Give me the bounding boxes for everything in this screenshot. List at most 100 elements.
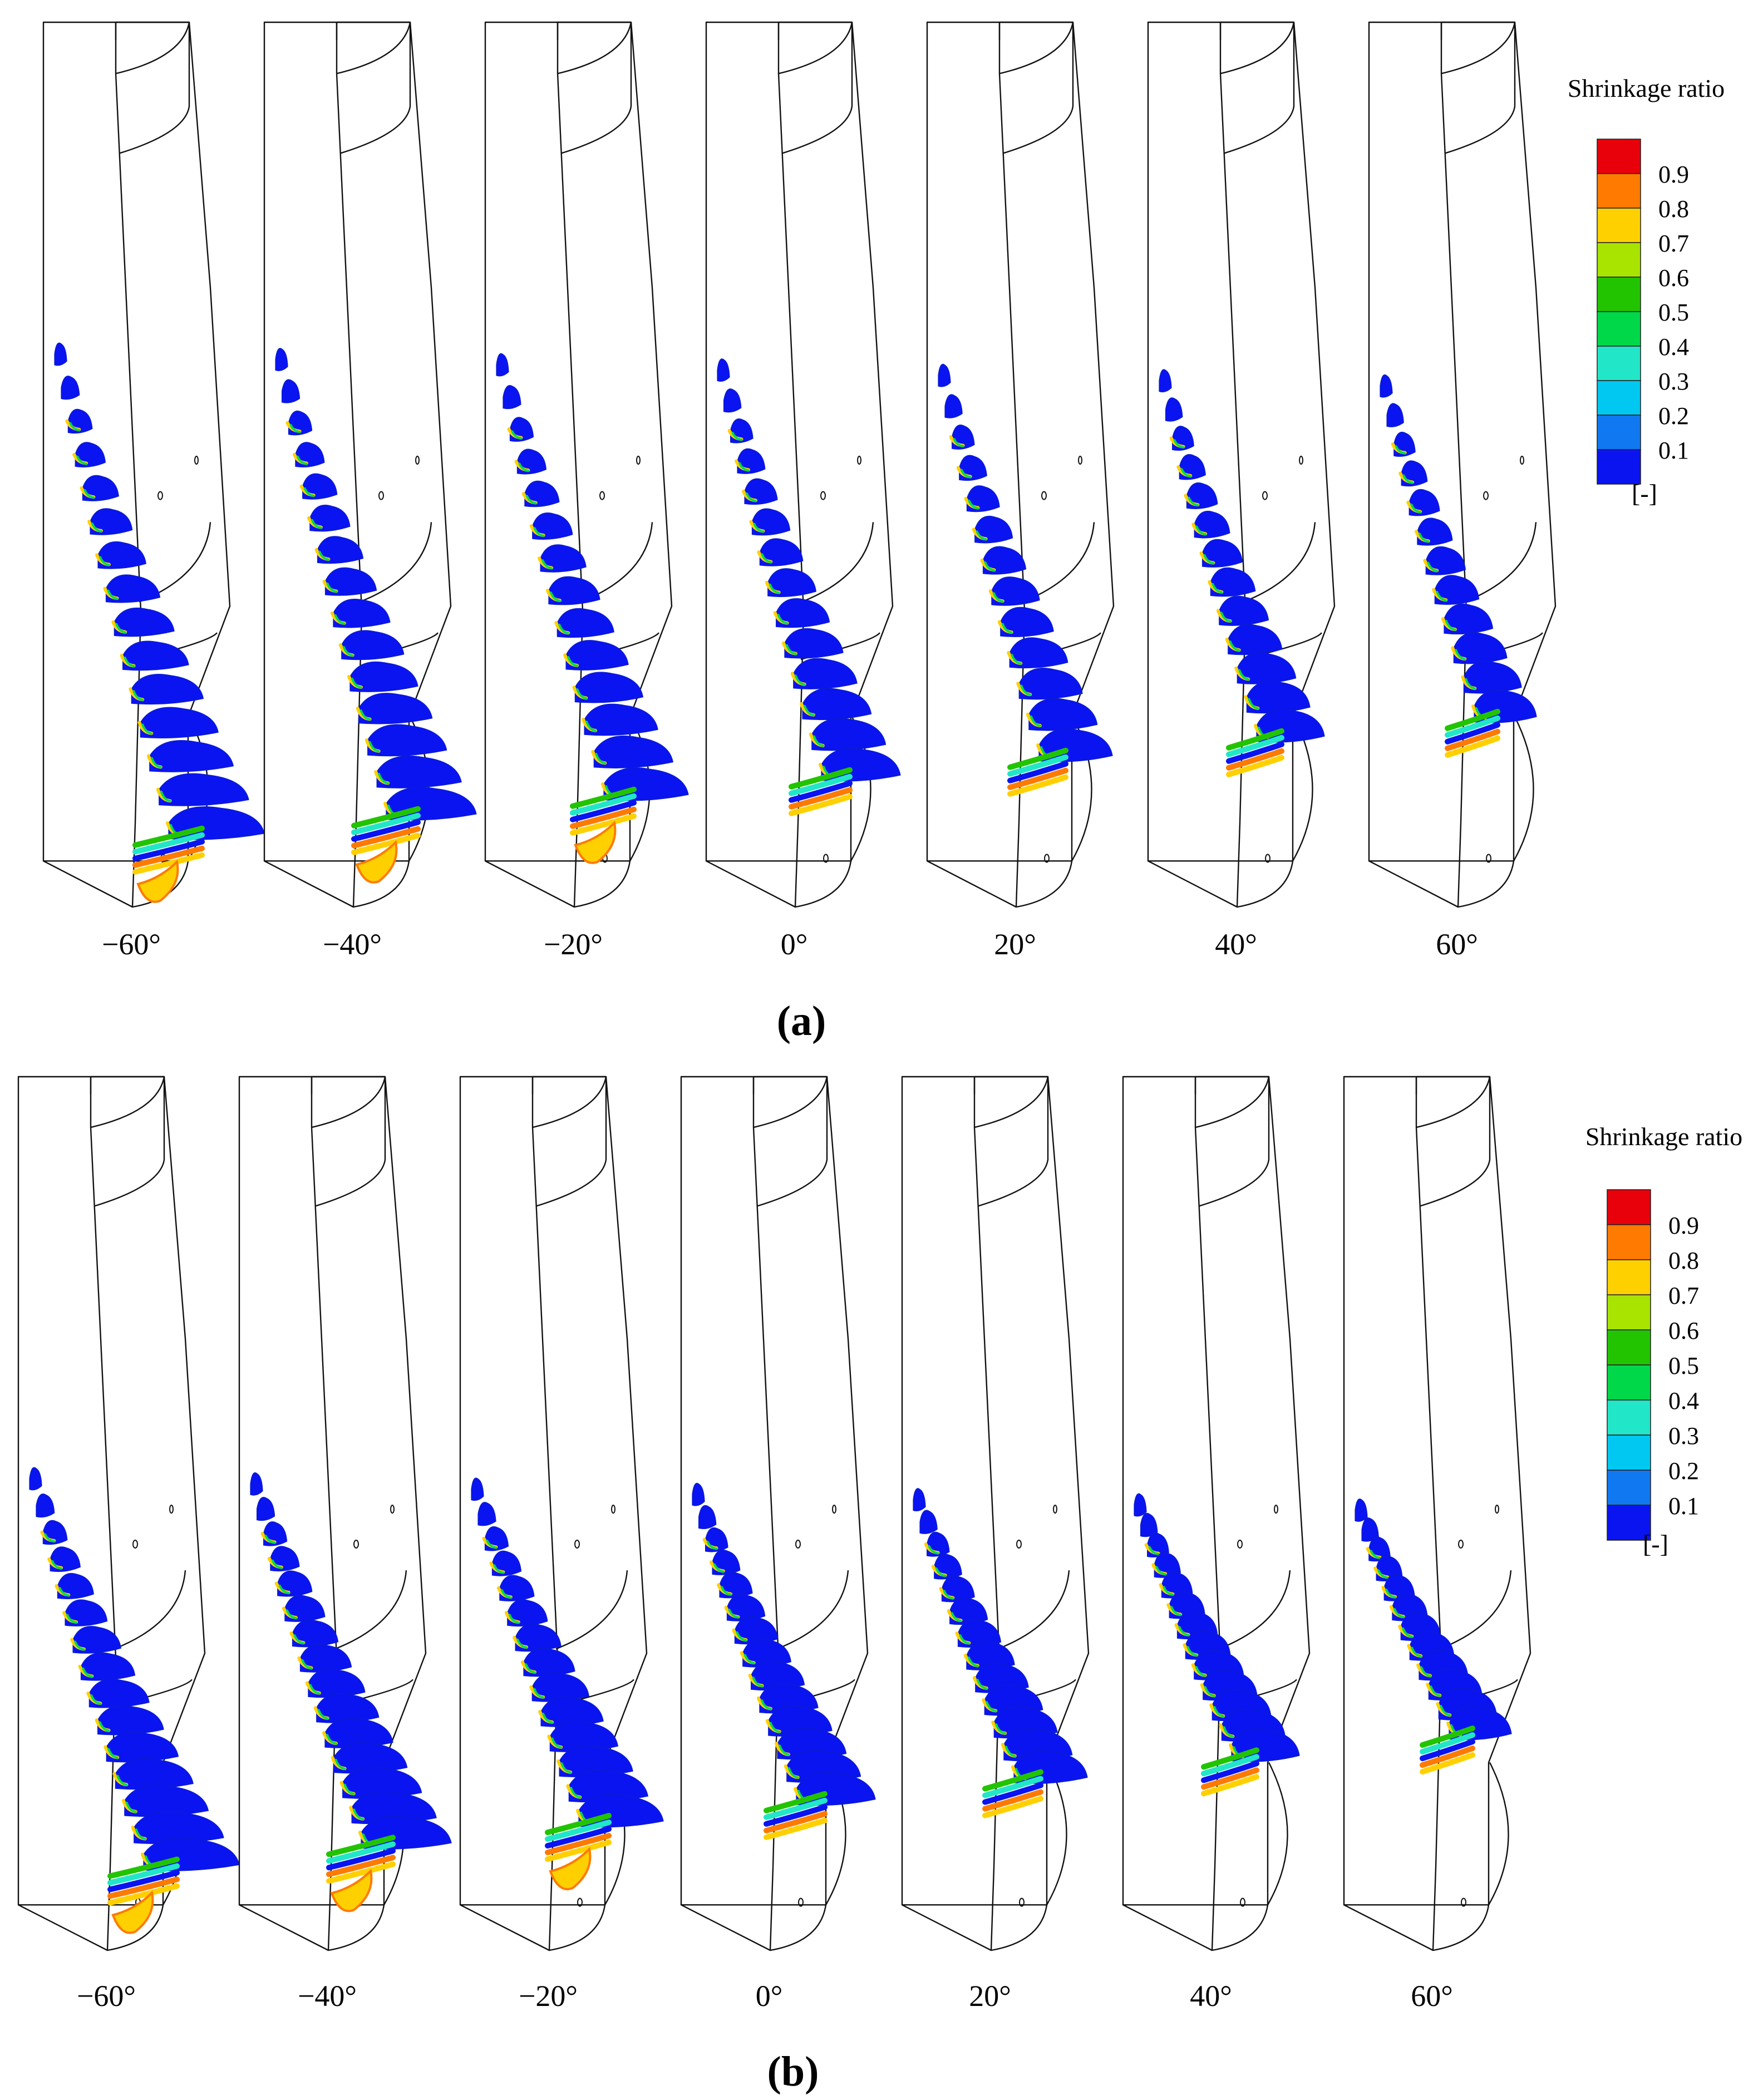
contour-scale xyxy=(991,576,1040,606)
contour-scale xyxy=(376,755,462,788)
probe-marker xyxy=(132,1539,138,1549)
wireframe-upper-arc xyxy=(94,1077,165,1207)
contour-rim-inner xyxy=(1465,678,1476,690)
contour-rim-inner xyxy=(368,741,380,753)
wireframe-top-arc xyxy=(974,1076,1049,1128)
contour-hot-spot xyxy=(355,840,398,884)
contour-rim-inner xyxy=(743,1654,755,1664)
contour-rim-inner xyxy=(135,1828,146,1840)
wireframe-top-arc xyxy=(336,22,411,75)
contour-scale xyxy=(114,607,175,637)
contour-band xyxy=(1007,754,1068,777)
angle-label: −20° xyxy=(544,928,603,961)
contour-rim-inner xyxy=(1020,684,1032,696)
contour-rim-inner xyxy=(317,1709,329,1720)
contour-scale xyxy=(324,567,377,596)
contour-rim-inner xyxy=(343,1783,355,1795)
shrinkage-contour-plume xyxy=(692,1482,876,1840)
contour-scale xyxy=(309,504,351,532)
colorbar-tick-label: 0.3 xyxy=(1658,368,1689,395)
colorbar-segment xyxy=(1597,346,1641,381)
probe-marker xyxy=(574,1539,580,1549)
contour-scale xyxy=(584,703,658,736)
contour-rim-inner xyxy=(1213,1706,1225,1718)
colorbar-segment xyxy=(1597,449,1641,485)
contour-band xyxy=(570,800,637,822)
contour-scale xyxy=(90,508,133,535)
contour-scale xyxy=(784,628,844,659)
contour-rim-inner xyxy=(44,1533,56,1543)
contour-scale xyxy=(341,630,405,660)
colorbar-legend-a: Shrinkage ratio 0.9 0.8 0.7 0.6 0.5 0.4 0.3 0.2… xyxy=(1568,74,1725,507)
shrinkage-contour-plume xyxy=(938,363,1113,797)
contour-rim-inner xyxy=(1186,1646,1198,1657)
contour-rim-inner xyxy=(541,559,553,570)
probe-marker xyxy=(1262,491,1268,500)
angle-label: 40° xyxy=(1215,928,1257,961)
contour-rim-inner xyxy=(82,1667,93,1678)
probe-marker xyxy=(1520,456,1524,465)
contour-rim-inner xyxy=(289,423,301,433)
contour-rim-inner xyxy=(984,561,996,572)
wireframe-bottom-wedge xyxy=(264,860,410,908)
contour-scale xyxy=(496,353,509,377)
contour-band xyxy=(1201,1761,1259,1783)
contour-rim-inner xyxy=(1377,1569,1389,1579)
contour-band xyxy=(326,1848,396,1871)
probe-marker xyxy=(857,456,861,465)
contour-rim-inner xyxy=(1178,1626,1190,1636)
probe-marker xyxy=(1299,456,1303,465)
contour-rim-inner xyxy=(1393,1608,1405,1618)
wireframe-upper-arc xyxy=(315,1077,386,1207)
contour-rim-inner xyxy=(968,499,979,510)
contour-scale xyxy=(1434,575,1480,605)
probe-marker xyxy=(194,456,199,465)
angle-label: 60° xyxy=(1436,928,1478,961)
legend-title-a: Shrinkage ratio xyxy=(1568,74,1725,102)
contour-band xyxy=(789,773,853,796)
contour-rim-inner xyxy=(301,1659,313,1670)
contour-scale xyxy=(358,693,433,724)
contour-scale xyxy=(1194,510,1230,539)
contour-rim-inner xyxy=(1195,1666,1206,1677)
contour-scale xyxy=(1009,637,1068,669)
contour-scale xyxy=(131,674,204,705)
panel-a: −60° −40° −20° 0° 20° 40° 60° xyxy=(42,21,1557,961)
contour-rim-inner xyxy=(486,1539,498,1549)
contour-rim-inner xyxy=(951,1612,962,1622)
contour-rim-inner xyxy=(713,1563,725,1573)
contour-rim-inner xyxy=(721,1586,732,1596)
contour-rim-inner xyxy=(511,430,523,440)
contour-band xyxy=(570,786,637,809)
contour-band xyxy=(982,1782,1043,1805)
casting-model-b-1 xyxy=(238,1076,452,1951)
contour-scale xyxy=(105,574,161,603)
probe-marker xyxy=(1019,1897,1025,1907)
contour-rim-inner xyxy=(125,1801,137,1813)
contour-band xyxy=(132,845,205,868)
contour-rim-inner xyxy=(1370,1550,1381,1560)
wireframe-bottom-wedge xyxy=(706,860,852,908)
wireframe-lower-arc xyxy=(1218,1570,1291,1650)
colorbar-tick-label: 0.6 xyxy=(1668,1317,1699,1344)
contour-scale xyxy=(471,1477,484,1501)
contour-rim-inner xyxy=(959,1634,971,1645)
contour-hot-spot xyxy=(136,859,179,903)
contour-scale xyxy=(1018,667,1083,700)
wireframe-top-arc xyxy=(115,22,190,75)
contour-scale xyxy=(1386,403,1404,427)
casting-model-a-2 xyxy=(484,21,689,908)
contour-scale xyxy=(919,1510,938,1534)
contour-band xyxy=(107,1856,180,1879)
colorbar-segment xyxy=(1607,1259,1651,1295)
casting-model-b-2 xyxy=(459,1076,664,1951)
contour-scale xyxy=(515,1623,562,1652)
probe-marker xyxy=(390,1505,395,1514)
contour-rim-inner xyxy=(976,530,987,541)
shrinkage-contour-plume xyxy=(717,358,901,816)
colorbar-segment xyxy=(1597,173,1641,209)
contour-band xyxy=(1201,1767,1259,1790)
angle-label: 20° xyxy=(994,928,1036,961)
contour-band xyxy=(351,806,421,829)
